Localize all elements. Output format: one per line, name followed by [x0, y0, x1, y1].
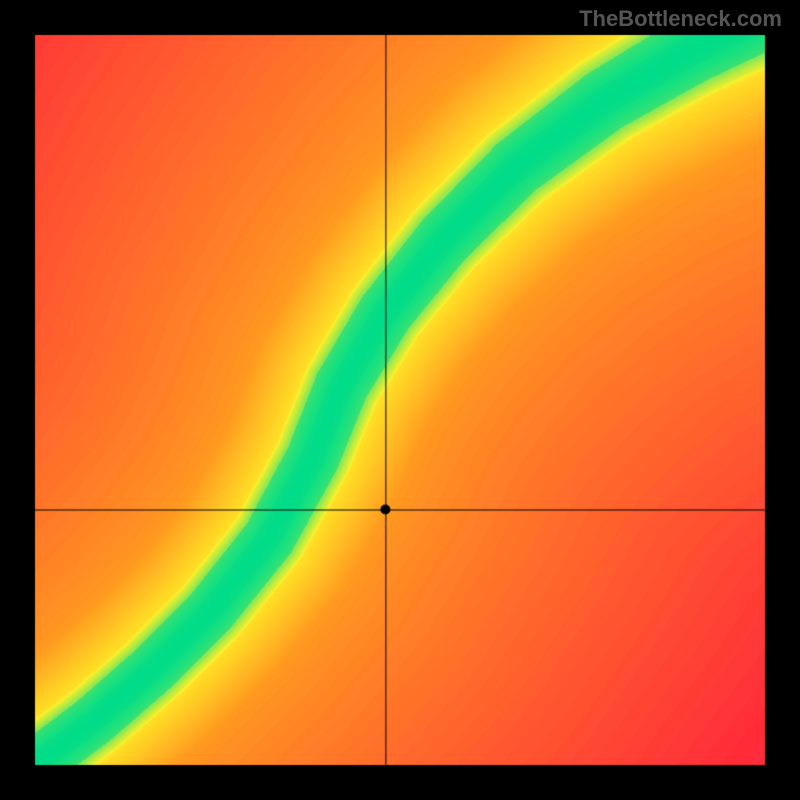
watermark-text: TheBottleneck.com — [579, 6, 782, 32]
bottleneck-heatmap — [0, 0, 800, 800]
